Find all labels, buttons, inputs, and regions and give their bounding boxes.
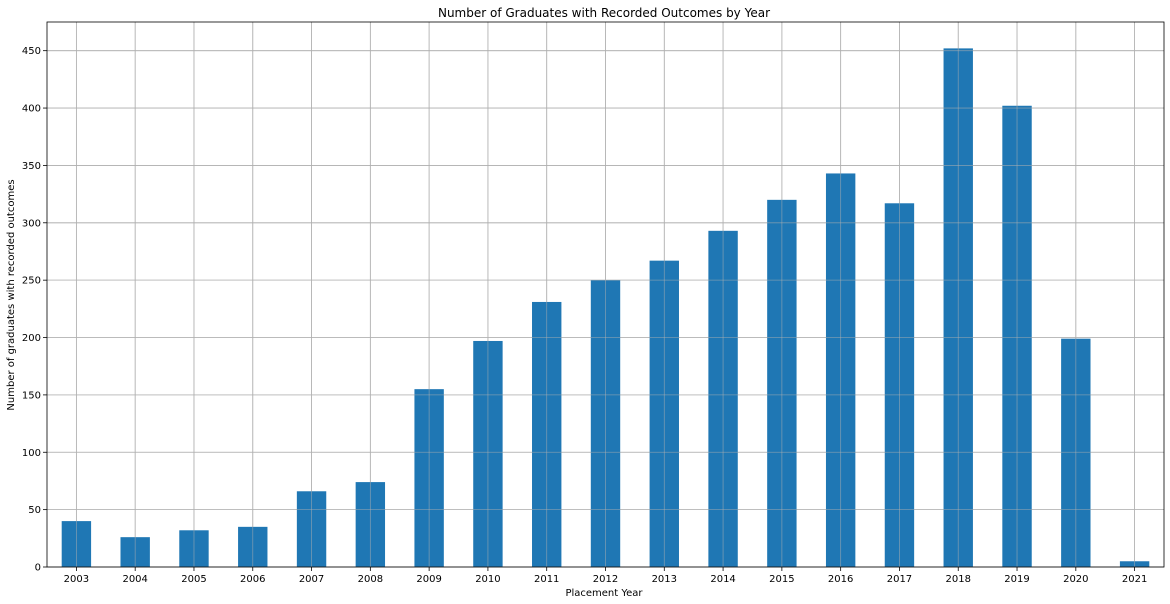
x-tick-label: 2007 [299, 574, 324, 585]
x-tick-label: 2010 [475, 574, 500, 585]
y-tick-label: 150 [22, 390, 41, 401]
x-tick-label: 2015 [769, 574, 794, 585]
x-tick-label: 2020 [1063, 574, 1088, 585]
y-axis-title: Number of graduates with recorded outcom… [6, 179, 17, 410]
grid-lines-over-bars [47, 22, 1164, 568]
y-tick-label: 450 [22, 46, 41, 57]
x-tick-label: 2019 [1004, 574, 1029, 585]
x-axis-ticks: 2003 2004 2005 2006 2007 2008 2009 2010 2011 2012… [64, 567, 1147, 585]
x-tick-label: 2017 [887, 574, 912, 585]
y-tick-label: 400 [22, 104, 41, 115]
x-axis-title: Placement Year [565, 588, 643, 599]
x-tick-label: 2005 [181, 574, 206, 585]
y-tick-label: 300 [22, 218, 41, 229]
x-tick-label: 2009 [416, 574, 441, 585]
x-tick-label: 2014 [710, 574, 735, 585]
x-tick-label: 2012 [593, 574, 618, 585]
x-tick-label: 2008 [358, 574, 383, 585]
y-tick-label: 0 [35, 563, 41, 574]
y-tick-label: 100 [22, 448, 41, 459]
y-tick-label: 50 [28, 505, 41, 516]
y-tick-label: 350 [22, 161, 41, 172]
y-tick-label: 250 [22, 276, 41, 287]
y-tick-label: 200 [22, 333, 41, 344]
x-tick-label: 2004 [122, 574, 147, 585]
x-tick-label: 2006 [240, 574, 265, 585]
x-tick-label: 2016 [828, 574, 853, 585]
x-tick-label: 2018 [946, 574, 971, 585]
y-axis-ticks: 0 50 100 150 200 250 300 350 400 450 [22, 46, 47, 574]
x-tick-label: 2021 [1122, 574, 1147, 585]
chart-title: Number of Graduates with Recorded Outcom… [438, 6, 770, 20]
x-tick-label: 2011 [534, 574, 559, 585]
x-tick-label: 2013 [652, 574, 677, 585]
x-tick-label: 2003 [64, 574, 89, 585]
